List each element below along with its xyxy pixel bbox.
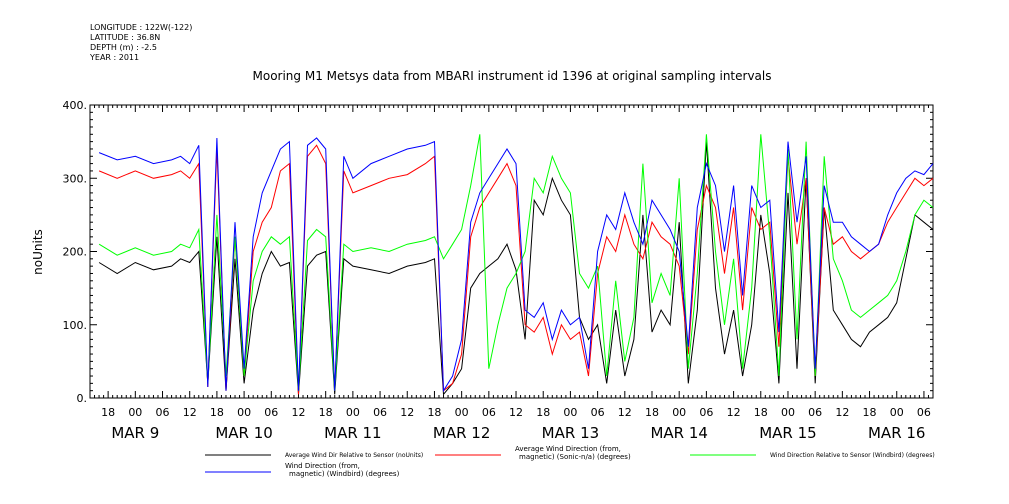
legend-label-4: magnetic) (Windbird) (degrees) xyxy=(289,470,400,478)
x-tick-label: 18 xyxy=(863,406,877,419)
x-axis: 18 00 06 12 18 00 06 12 18 00 06 12 18 00 06 12 18 00 06 12… xyxy=(89,105,934,442)
x-tick-label: 18 xyxy=(210,406,224,419)
x-day-label: MAR 12 xyxy=(433,424,490,442)
x-tick-label: 06 xyxy=(373,406,387,419)
x-tick-label: 00 xyxy=(455,406,469,419)
y-tick-label: 400. xyxy=(63,99,88,112)
x-tick-label: 06 xyxy=(808,406,822,419)
series-line-4 xyxy=(98,137,934,393)
x-tick-label: 12 xyxy=(835,406,849,419)
x-tick-label: 00 xyxy=(563,406,577,419)
x-tick-label: 12 xyxy=(727,406,741,419)
x-tick-label: 06 xyxy=(917,406,931,419)
chart-title: Mooring M1 Metsys data from MBARI instru… xyxy=(253,69,772,83)
y-tick-label: 300. xyxy=(63,172,88,185)
x-tick-label: 00 xyxy=(781,406,795,419)
x-tick-label: 18 xyxy=(319,406,333,419)
x-tick-label: 00 xyxy=(346,406,360,419)
x-tick-label: 18 xyxy=(427,406,441,419)
x-tick-label: 18 xyxy=(754,406,768,419)
y-tick-label: 200. xyxy=(63,246,88,259)
x-day-label: MAR 15 xyxy=(759,424,816,442)
x-tick-label: 06 xyxy=(482,406,496,419)
x-tick-label: 12 xyxy=(618,406,632,419)
series-line-2 xyxy=(98,144,934,395)
legend-label-2: magnetic) (Sonic-n/a) (degrees) xyxy=(519,453,631,461)
x-tick-label: 18 xyxy=(645,406,659,419)
series-group xyxy=(98,134,934,396)
x-tick-label: 00 xyxy=(128,406,142,419)
x-tick-label: 12 xyxy=(509,406,523,419)
header-latitude: LATITUDE : 36.8N xyxy=(90,33,160,42)
y-axis-label: noUnits xyxy=(31,229,45,275)
x-tick-label: 06 xyxy=(156,406,170,419)
x-tick-label: 18 xyxy=(536,406,550,419)
legend-label-2: Average Wind Direction (from, xyxy=(515,445,621,453)
x-day-label: MAR 10 xyxy=(215,424,272,442)
y-tick-label: 100. xyxy=(63,319,88,332)
x-day-label: MAR 11 xyxy=(324,424,381,442)
legend-label-4: Wind Direction (from, xyxy=(285,462,360,470)
x-day-label: MAR 13 xyxy=(542,424,599,442)
x-tick-label: 00 xyxy=(890,406,904,419)
header-longitude: LONGITUDE : 122W(-122) xyxy=(90,23,192,32)
x-tick-label: 06 xyxy=(264,406,278,419)
series-line-3 xyxy=(98,134,934,391)
x-day-label: MAR 14 xyxy=(650,424,707,442)
x-tick-label: 06 xyxy=(699,406,713,419)
x-tick-label: 00 xyxy=(237,406,251,419)
legend-label-1: Average Wind Dir Relative to Sensor (noU… xyxy=(285,452,423,459)
x-tick-label: 12 xyxy=(183,406,197,419)
x-tick-label: 12 xyxy=(400,406,414,419)
y-axis: 0. 100. 200. 300. 400. xyxy=(63,99,933,405)
x-tick-label: 06 xyxy=(591,406,605,419)
x-day-label: MAR 9 xyxy=(111,424,159,442)
legend: Average Wind Dir Relative to Sensor (noU… xyxy=(205,445,935,478)
legend-label-3: Wind Direction Relative to Sensor (Windb… xyxy=(770,452,935,459)
x-tick-label: 18 xyxy=(101,406,115,419)
header-depth: DEPTH (m) : -2.5 xyxy=(90,43,157,52)
header-year: YEAR : 2011 xyxy=(89,53,139,62)
x-tick-label: 12 xyxy=(291,406,305,419)
y-tick-label: 0. xyxy=(77,392,88,405)
x-day-label: MAR 16 xyxy=(868,424,925,442)
x-tick-label: 00 xyxy=(672,406,686,419)
